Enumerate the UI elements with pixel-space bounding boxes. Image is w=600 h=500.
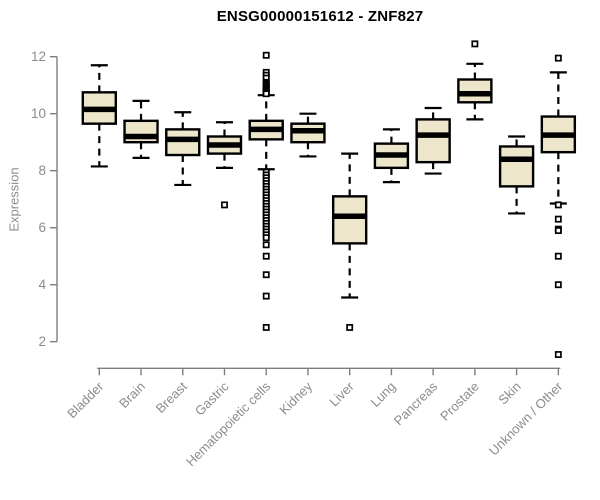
outlier-point: [262, 234, 270, 242]
chart-title: ENSG00000151612 - ZNF827: [216, 8, 424, 25]
y-tick-label: 2: [38, 334, 46, 349]
x-category-label-lung: Lung: [367, 379, 398, 410]
outlier-point: [262, 271, 270, 279]
boxplot-breast: [165, 111, 201, 187]
box-iqr: [498, 145, 535, 188]
y-axis-label: Expression: [6, 167, 22, 232]
outlier-point: [554, 54, 562, 62]
x-category-label-bladder: Bladder: [64, 378, 107, 421]
boxplot-bladder: [81, 64, 118, 168]
boxplot-kidney: [290, 112, 326, 158]
outlier-point: [262, 292, 270, 300]
outlier-point: [262, 51, 270, 59]
outlier-point: [554, 201, 562, 209]
outlier-point: [554, 227, 562, 234]
box-iqr: [165, 128, 201, 157]
x-category-label-breast: Breast: [153, 379, 190, 416]
outlier-point: [554, 215, 562, 223]
y-tick-label: 12: [31, 49, 46, 64]
outlier-point: [554, 351, 562, 358]
boxplot-lung: [373, 128, 410, 184]
outlier-point: [471, 40, 479, 48]
x-category-label-prostate: Prostate: [437, 379, 482, 424]
x-category-label-skin: Skin: [495, 379, 523, 407]
boxplot-unknown-other: [540, 54, 577, 358]
boxplot-liver: [331, 152, 368, 331]
x-category-label-unknown-other: Unknown / Other: [486, 378, 566, 458]
x-category-label-kidney: Kidney: [276, 378, 315, 417]
outlier-point: [262, 90, 270, 98]
box-iqr: [331, 195, 368, 245]
boxplot-hematopoietic-cells: [248, 51, 284, 331]
outlier-point: [262, 241, 270, 249]
x-category-label-gastric: Gastric: [192, 378, 232, 418]
outlier-point: [262, 324, 270, 331]
outlier-point: [221, 201, 228, 209]
boxplot-brain: [123, 99, 159, 159]
boxplot-prostate: [457, 40, 493, 121]
y-tick-label: 10: [31, 106, 46, 121]
y-tick-label: 6: [38, 220, 46, 235]
y-tick-label: 8: [38, 163, 46, 178]
box-iqr: [457, 78, 493, 104]
box-iqr: [415, 118, 451, 164]
outlier-point: [554, 252, 562, 260]
x-category-label-brain: Brain: [116, 379, 148, 411]
outlier-point: [346, 324, 354, 331]
boxplot-gastric: [206, 121, 243, 209]
outlier-point: [262, 252, 270, 260]
boxplot-pancreas: [415, 106, 451, 175]
x-category-label-liver: Liver: [326, 378, 357, 409]
outlier-point: [554, 281, 562, 289]
y-tick-label: 4: [38, 277, 46, 292]
boxplot-skin: [498, 135, 535, 215]
x-category-label-pancreas: Pancreas: [391, 378, 441, 428]
